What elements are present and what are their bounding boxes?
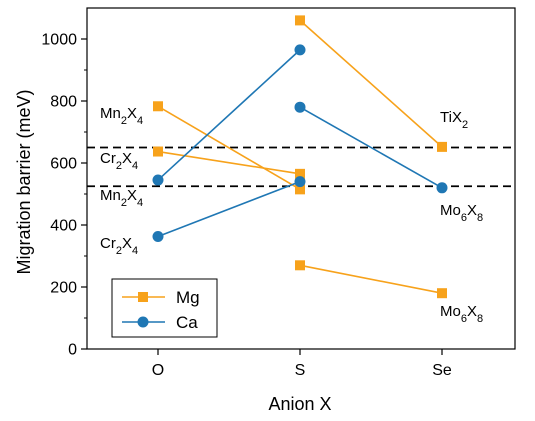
series-mg-line-1 (157, 105, 301, 191)
y-tick-label-0: 0 (68, 342, 77, 359)
y-tick-label-1000: 1000 (41, 32, 77, 49)
series-mg-point-2-S (295, 168, 305, 179)
annotation-mo6x8-upper: Mo6X8 (440, 202, 483, 224)
y-axis-label: Migration barrier (meV) (14, 89, 34, 274)
series-ca-line-6 (157, 180, 301, 238)
legend-mg-label: Mg (176, 288, 200, 307)
series-mg-point-3-Se (437, 141, 447, 152)
y-tick-label-600: 600 (50, 156, 77, 173)
x-tick-label-Se: Se (432, 362, 452, 379)
y-tick-label-200: 200 (50, 280, 77, 297)
legend-box (111, 278, 218, 338)
legend: Mg Ca (111, 278, 218, 338)
plot-frame (86, 7, 516, 350)
series-ca-point-6-S (294, 176, 306, 188)
x-axis-label: Anion X (268, 394, 331, 414)
series-mg-point-4-S (295, 260, 305, 271)
series-ca-point-7-S (294, 101, 306, 113)
legend-ca-label: Ca (176, 313, 198, 332)
series-ca-point-5-O (152, 174, 164, 186)
legend-mg-marker (138, 292, 148, 302)
series-mg-point-1-O (153, 101, 163, 112)
plot-layer: 0 200 400 600 800 1000 O S Se (41, 7, 516, 379)
series-mg-point-4-Se (437, 288, 447, 299)
series-ca-line-7 (299, 106, 443, 189)
x-tick-label-O: O (152, 362, 164, 379)
annotation-mo6x8-lower: Mo6X8 (440, 303, 483, 325)
series-ca-point-6-O (152, 230, 164, 242)
legend-ca-marker (137, 316, 149, 328)
series-mg-point-1-S (295, 184, 305, 195)
annotation-mn2x4-lower: Mn2X4 (100, 187, 143, 209)
annotation-tix2: TiX2 (440, 109, 468, 131)
y-tick-label-400: 400 (50, 218, 77, 235)
annotation-cr2x4-upper: Cr2X4 (100, 150, 138, 172)
x-tick-label-S: S (295, 362, 306, 379)
series-mg-line-3 (299, 19, 443, 148)
annotation-cr2x4-lower: Cr2X4 (100, 235, 138, 257)
series-ca-point-7-Se (436, 182, 448, 194)
series-mg-point-2-O (153, 146, 163, 157)
series-mg-point-3-S (295, 15, 305, 26)
series-ca-point-5-S (294, 44, 306, 56)
series-ca-line-5 (157, 49, 301, 181)
series-mg-line-2 (157, 150, 301, 175)
series-mg-line-4 (299, 264, 443, 294)
annotation-mn2x4-upper: Mn2X4 (100, 105, 143, 127)
y-tick-label-800: 800 (50, 94, 77, 111)
